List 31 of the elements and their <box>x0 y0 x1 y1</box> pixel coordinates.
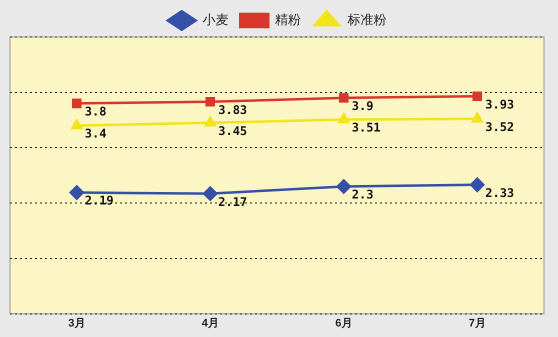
legend-label: 精粉 <box>274 12 301 28</box>
data-label: 3.8 <box>84 104 106 119</box>
point <box>72 98 82 108</box>
x-tick-label: 4月 <box>202 317 219 330</box>
data-label: 3.83 <box>218 102 248 117</box>
data-label: 3.45 <box>218 124 248 138</box>
point <box>338 93 349 103</box>
legend-label: 小麦 <box>202 12 228 28</box>
point <box>338 113 350 124</box>
data-label: 3.52 <box>485 120 514 134</box>
x-tick-label: 3月 <box>68 317 86 330</box>
data-label: 3.51 <box>352 120 381 135</box>
legend-label: 标准粉 <box>346 12 386 28</box>
x-tick-label: 6月 <box>335 317 352 330</box>
point <box>204 116 216 127</box>
data-label: 2.19 <box>84 194 114 208</box>
data-label: 3.93 <box>485 97 514 112</box>
point <box>70 185 84 200</box>
point <box>205 96 216 107</box>
data-label: 3.9 <box>352 99 374 114</box>
point <box>71 119 82 130</box>
point <box>472 91 482 102</box>
point <box>336 179 351 194</box>
point <box>203 186 218 201</box>
data-label: 2.3 <box>352 188 374 202</box>
point <box>472 112 483 123</box>
data-label: 3.4 <box>84 126 106 141</box>
data-label: 2.17 <box>218 194 248 209</box>
point <box>470 178 484 192</box>
data-label: 2.33 <box>485 186 514 200</box>
x-tick-label: 7月 <box>468 317 486 330</box>
